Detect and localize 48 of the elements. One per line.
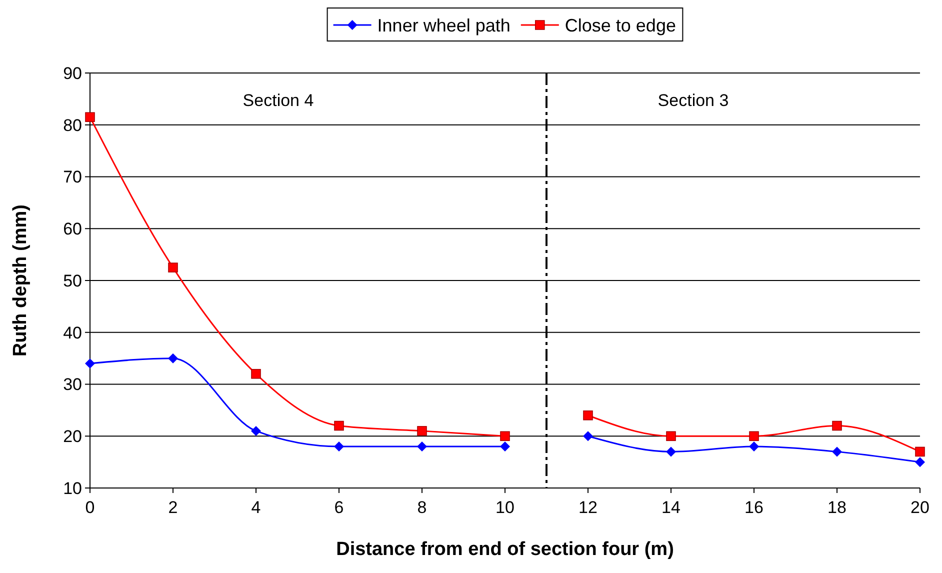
x-tick-label: 10 (496, 498, 514, 517)
x-axis-title: Distance from end of section four (m) (336, 539, 674, 560)
point (417, 442, 427, 452)
y-tick-label: 10 (63, 478, 82, 498)
point (500, 442, 510, 452)
point (749, 442, 759, 452)
point (832, 420, 842, 431)
x-tick-label: 14 (662, 498, 680, 517)
point (168, 262, 178, 272)
point (500, 431, 510, 442)
x-tick-label: 4 (251, 498, 261, 517)
point (251, 368, 261, 379)
y-tick-label: 70 (63, 168, 82, 187)
y-tick-label: 50 (63, 271, 82, 290)
x-tick-label: 2 (168, 498, 178, 517)
x-tick-label: 20 (910, 498, 930, 517)
point (251, 426, 261, 436)
point (583, 431, 593, 442)
x-tick-label: 16 (744, 498, 764, 517)
point (832, 446, 842, 457)
y-tick-label: 30 (63, 375, 82, 394)
x-tick-label: 8 (417, 498, 427, 517)
point (168, 353, 178, 364)
x-tick-label: 6 (334, 498, 344, 517)
point (915, 446, 925, 457)
point (666, 446, 676, 457)
annotation: Section 4 (242, 91, 314, 110)
x-tick-label: 18 (828, 498, 846, 517)
y-tick-label: 20 (63, 427, 82, 446)
point (334, 420, 344, 431)
point (85, 112, 95, 122)
point (334, 442, 344, 452)
y-axis-title: Ruth depth (mm) (10, 204, 31, 356)
point (583, 410, 593, 420)
legend-label: Inner wheel path (377, 15, 510, 36)
x-tick-label: 0 (85, 498, 95, 517)
legend-label: Close to edge (564, 15, 676, 36)
y-tick-label: 90 (63, 64, 82, 83)
y-tick-label: 60 (63, 220, 82, 239)
point (666, 431, 676, 442)
point (915, 457, 925, 468)
annotation: Section 3 (658, 91, 729, 110)
point (749, 431, 759, 442)
y-tick-label: 80 (63, 116, 82, 135)
point (417, 426, 427, 436)
point (85, 358, 95, 368)
x-tick-label: 12 (578, 498, 598, 517)
y-tick-label: 40 (63, 323, 82, 342)
